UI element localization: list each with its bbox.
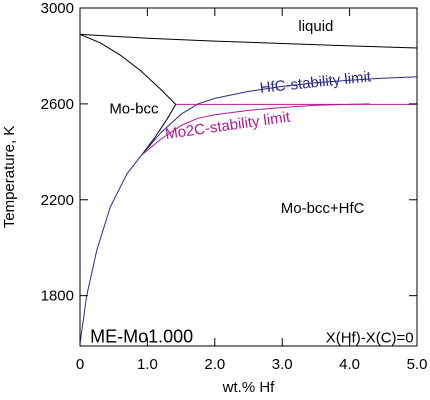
phase-boundary-2 — [79, 33, 177, 105]
x-tick-label: 5.0 — [407, 356, 428, 373]
curves-layer — [79, 33, 418, 344]
phase-boundary-1 — [79, 33, 418, 49]
hfc-stability-limit-label: HfC-stability limit — [259, 68, 373, 97]
liquid-region-label: liquid — [298, 18, 333, 35]
mo-bcc-region-label: Mo-bcc — [109, 100, 159, 117]
x-tick-label: 4.0 — [339, 356, 360, 373]
y-tick-label: 2600 — [41, 96, 74, 113]
x-tick-label: 1.0 — [137, 356, 158, 373]
labels-layer: liquid Mo-bcc Mo-bcc+HfC HfC-stability limi… — [90, 18, 414, 347]
y-tick-label: 1800 — [41, 288, 74, 305]
x-tick-label: 2.0 — [204, 356, 225, 373]
mo-bcc-hfc-region-label: Mo-bcc+HfC — [281, 200, 365, 217]
mo2c-stability-limit-label: Mo2C-stability limit — [164, 109, 292, 143]
y-tick-label: 2200 — [41, 192, 74, 209]
x-tick-label: 0 — [76, 356, 84, 373]
ticks-layer: 0 1.0 2.0 3.0 4.0 5.0 1800 2200 2600 3000 — [41, 0, 428, 373]
x-axis-label: wt.% Hf — [222, 379, 276, 396]
constraint-label: X(Hf)-X(C)=0 — [326, 329, 414, 346]
plot-frame — [79, 7, 418, 347]
y-tick-label: 3000 — [41, 0, 74, 17]
x-tick-label: 3.0 — [272, 356, 293, 373]
phase-boundary-3 — [140, 104, 177, 156]
y-axis-label: Temperature, K — [1, 126, 18, 229]
hfc-stability-limit-curve — [79, 76, 418, 344]
model-id-label: ME-Mo1.000 — [90, 326, 193, 346]
